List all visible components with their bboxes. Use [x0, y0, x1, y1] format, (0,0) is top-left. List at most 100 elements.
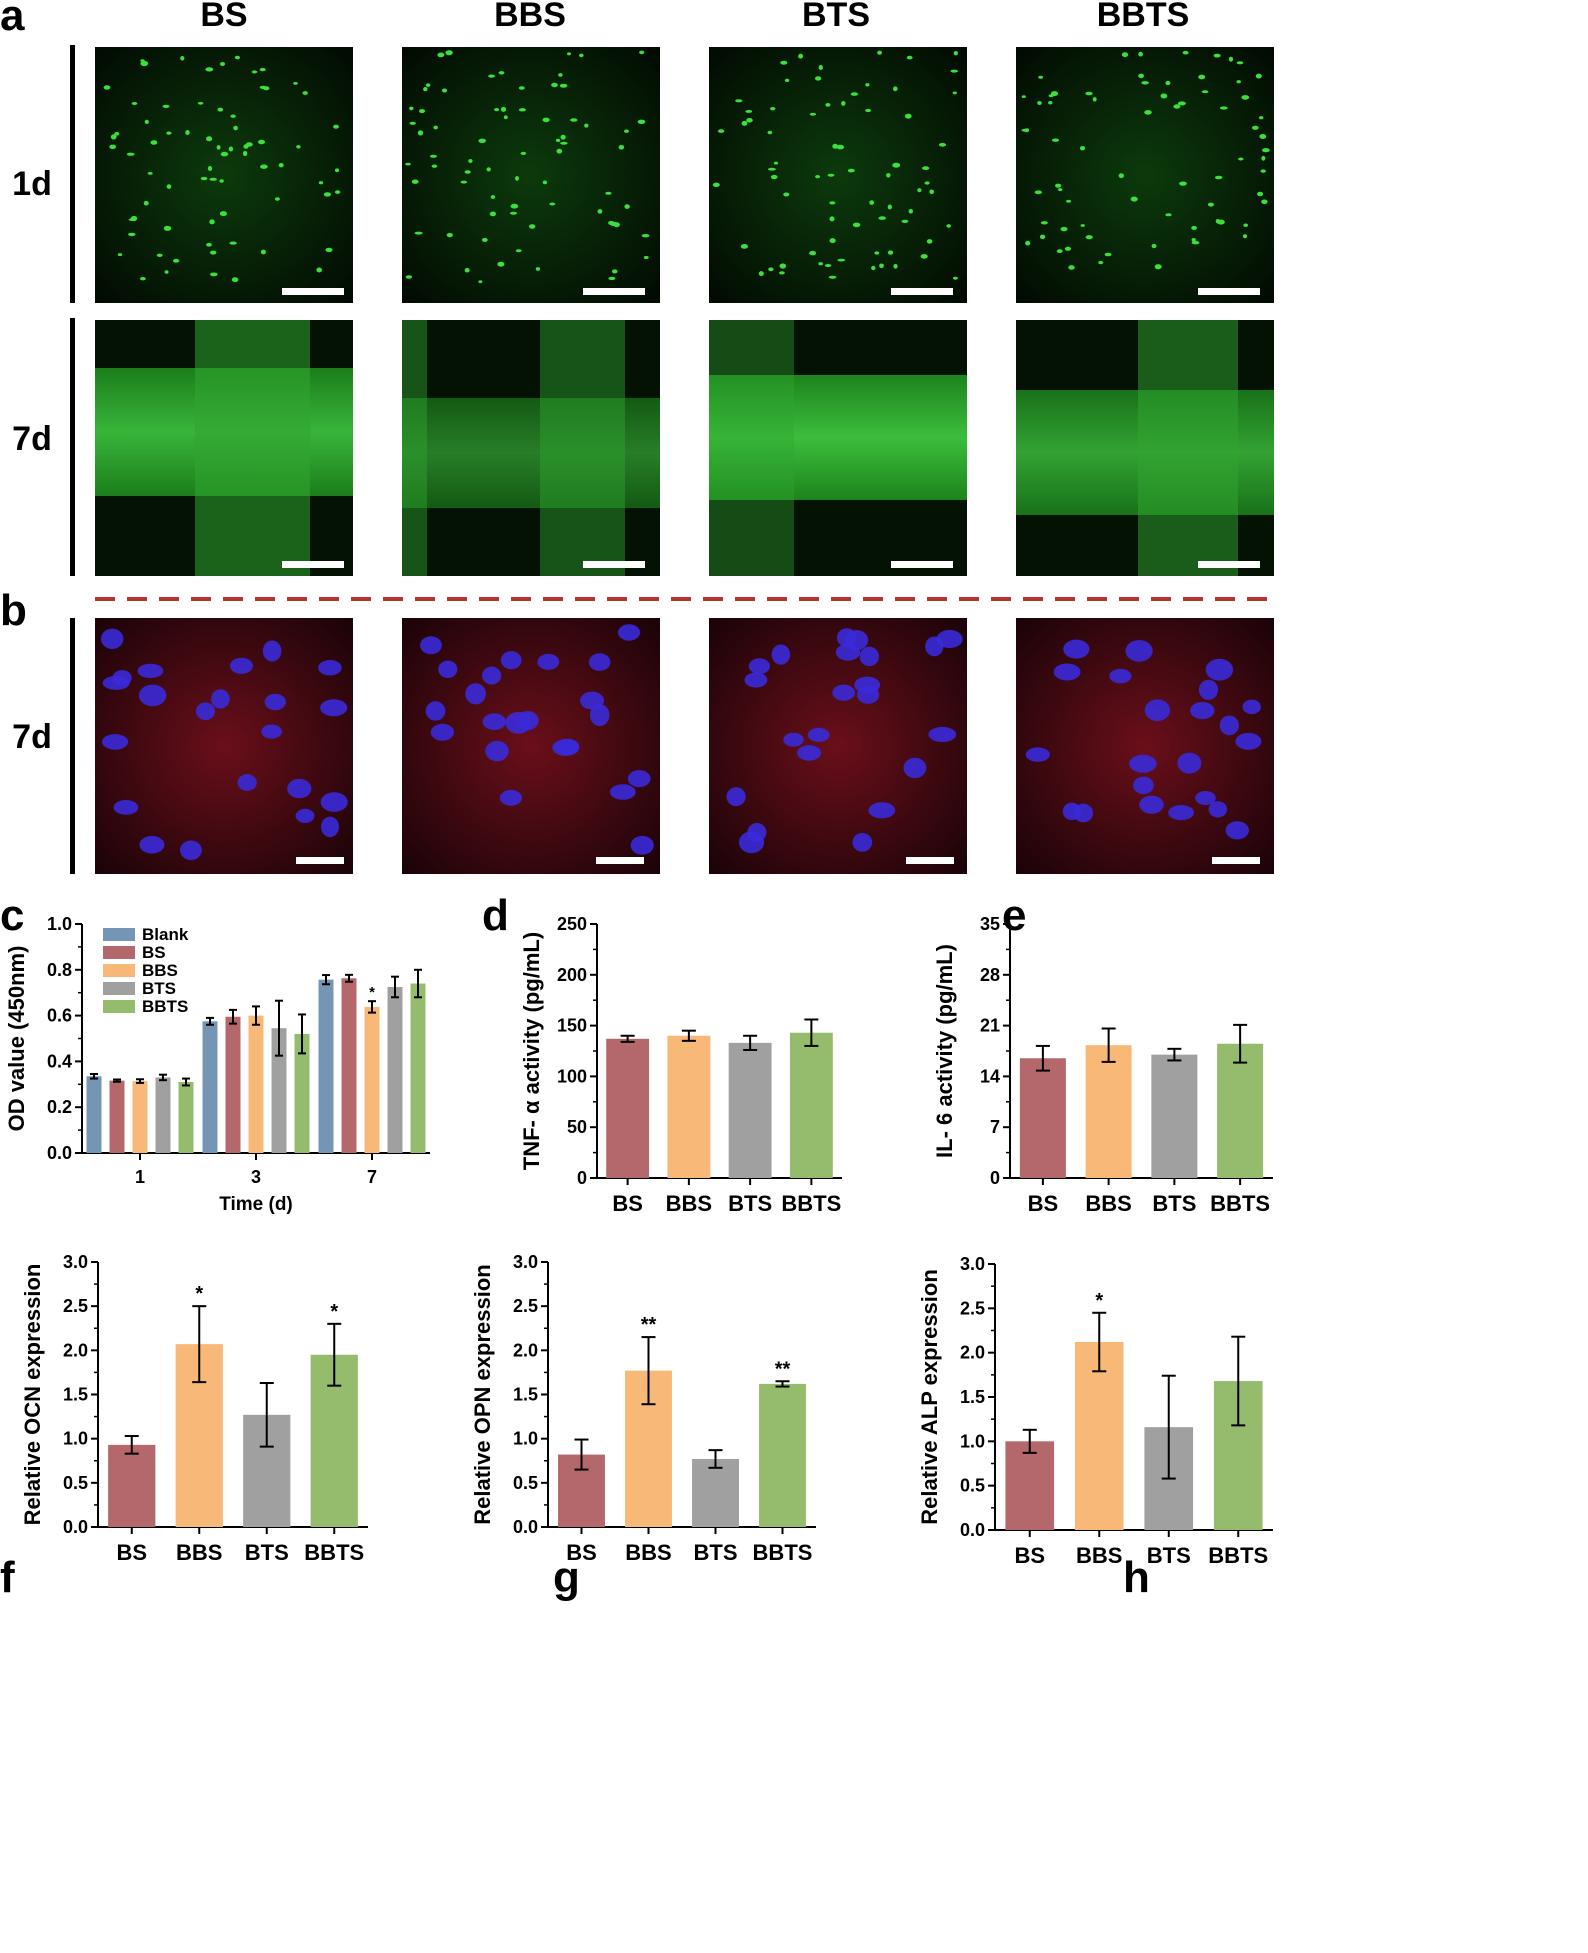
scale-bar	[1198, 561, 1260, 568]
cell-nucleus	[287, 778, 312, 799]
legend-label: BBS	[142, 961, 178, 980]
y-tick-label: 0.6	[47, 1006, 72, 1026]
bar-blank	[86, 1076, 102, 1153]
cell-dot	[549, 202, 556, 206]
cell-dot	[1251, 125, 1259, 130]
cell-dot	[567, 52, 571, 56]
bar-bs	[225, 1016, 241, 1153]
cell-nucleus	[321, 816, 339, 838]
y-axis-label: TNF- α activity (pg/mL)	[519, 932, 544, 1170]
y-tick-label: 1.0	[513, 1429, 538, 1449]
y-tick-label: 0.5	[960, 1476, 985, 1496]
cell-dot	[637, 119, 646, 125]
cell-dot	[110, 134, 117, 140]
cell-dot	[205, 67, 214, 72]
cell-dot	[1201, 90, 1209, 94]
y-tick-label: 100	[557, 1066, 587, 1086]
y-tick-label: 0.5	[63, 1473, 88, 1493]
x-tick-label: BS	[612, 1191, 643, 1216]
cell-dot	[1060, 226, 1068, 232]
cell-dot	[1085, 235, 1093, 240]
cell-nucleus	[1177, 752, 1202, 774]
cell-dot	[515, 249, 522, 253]
micrograph-7d-row	[95, 320, 1274, 576]
cell-dots	[103, 50, 1270, 284]
cell-dot	[163, 225, 172, 231]
cell-nucleus	[859, 646, 879, 667]
bar-bbs	[248, 1015, 264, 1153]
cell-nucleus	[320, 699, 348, 717]
x-tick-label: BBS	[1085, 1191, 1131, 1216]
cell-dot	[1130, 196, 1138, 202]
cell-dot	[1038, 75, 1044, 79]
bar-bbs	[1085, 1045, 1132, 1178]
y-tick-label: 35	[980, 914, 1000, 934]
y-tick-label: 0	[990, 1168, 1000, 1188]
cell-dot	[216, 145, 221, 150]
cell-nucleus	[1139, 795, 1164, 814]
y-tick-label: 1.0	[63, 1429, 88, 1449]
cell-dot	[197, 101, 204, 105]
cell-dot	[1242, 234, 1248, 239]
bar-bs	[109, 1080, 125, 1153]
cell-dot	[818, 65, 823, 70]
cell-dot	[871, 265, 876, 271]
confocal-bs	[95, 618, 353, 874]
cell-dot	[1219, 106, 1228, 110]
charts-layer: 0.0 0.2 0.4 0.6 0.8 1.0 OD value (450nm) 1 3 7 * Ti…	[4, 914, 1273, 1568]
cell-dot	[1037, 101, 1042, 105]
cell-dot	[150, 140, 158, 145]
cell-dot	[166, 184, 172, 189]
x-tick-label: BBS	[1076, 1543, 1122, 1568]
cell-dot	[824, 264, 832, 267]
panel-letter-a: a	[0, 0, 25, 40]
cell-nucleus	[295, 808, 315, 824]
bar-bs	[341, 978, 357, 1153]
y-tick-label: 0.0	[47, 1143, 72, 1163]
cell-dot	[409, 106, 414, 111]
cell-nucleus	[1125, 640, 1153, 662]
cell-dot	[1160, 93, 1168, 99]
column-header-bs: BS	[200, 0, 247, 34]
cell-nucleus	[1208, 801, 1228, 818]
row-divider-7d-a	[70, 318, 75, 576]
cell-dot	[334, 190, 341, 194]
cell-nucleus	[1053, 663, 1081, 681]
cell-nucleus	[580, 691, 604, 710]
bar-bs	[108, 1444, 156, 1527]
cell-nucleus	[925, 636, 944, 657]
cell-nucleus	[1109, 668, 1132, 684]
x-tick-label: BBS	[176, 1540, 222, 1565]
chart-d: 0 50 100 150 200 250 TNF- α activity (pg/mL) BS…	[519, 914, 842, 1216]
bar-bbs	[1074, 1342, 1124, 1530]
panel-letter-c: c	[0, 891, 24, 940]
cell-dot	[783, 192, 790, 197]
cell-dot	[510, 211, 517, 215]
cell-dot	[874, 251, 880, 255]
cell-dot	[901, 219, 909, 223]
micrograph-1d-row	[95, 47, 1274, 303]
cell-dot	[1173, 104, 1181, 109]
panel-letter-h: h	[1123, 1553, 1150, 1602]
cell-dot	[1165, 213, 1172, 217]
cell-dot	[1138, 73, 1144, 79]
cell-dot	[429, 154, 437, 158]
cell-dot	[746, 118, 753, 123]
cell-dot	[405, 162, 411, 166]
cell-nucleus	[1242, 699, 1261, 715]
cell-nucleus	[465, 683, 486, 705]
chart-g: 0.0 0.5 1.0 1.5 2.0 2.5 3.0 Relative OPN expres…	[470, 1252, 816, 1565]
y-tick-label: 1.0	[47, 914, 72, 934]
cell-dot	[1259, 116, 1264, 120]
cell-dot	[210, 250, 217, 255]
cell-dot	[542, 180, 548, 185]
cell-dot	[740, 244, 749, 249]
cell-dot	[333, 124, 339, 129]
legend-label: BS	[142, 943, 166, 962]
cell-dot	[1177, 101, 1186, 106]
cell-dot	[852, 222, 861, 228]
x-tick-label: BBTS	[753, 1540, 813, 1565]
cell-dot	[425, 83, 431, 87]
cell-dot	[207, 166, 213, 171]
cell-dot	[1056, 249, 1063, 254]
